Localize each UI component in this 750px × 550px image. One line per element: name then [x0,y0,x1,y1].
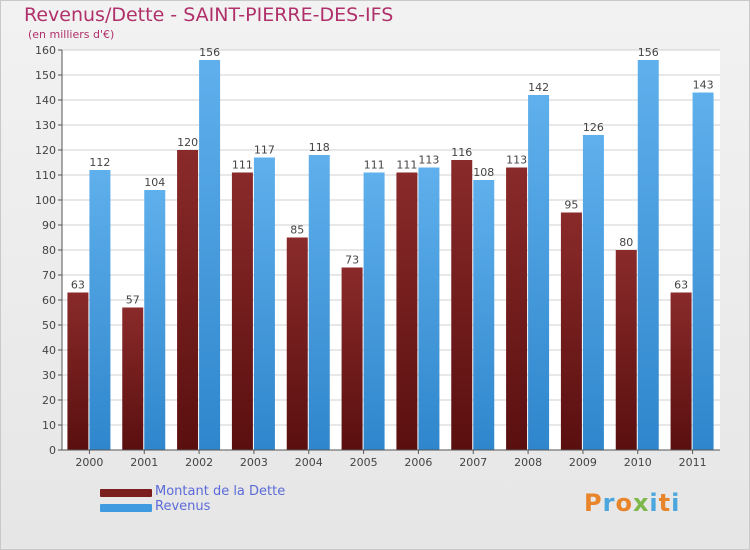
x-tick-label: 2000 [75,456,103,469]
bar-revenue [253,157,275,450]
y-tick-label: 40 [42,344,56,357]
data-label-revenue: 112 [89,156,110,169]
bar-debt [67,292,89,450]
logo-letter: x [632,489,650,517]
bar-debt [560,212,582,450]
logo-letter: i [671,489,681,517]
x-tick-label: 2006 [404,456,432,469]
bar-revenue [692,92,714,450]
data-label-revenue: 104 [144,176,165,189]
data-label-debt: 111 [232,159,253,172]
bar-debt [506,167,528,450]
y-tick-label: 110 [35,169,56,182]
x-tick-label: 2010 [624,456,652,469]
data-label-debt: 63 [71,279,85,292]
bar-revenue [637,60,659,450]
bar-revenue [89,170,111,450]
y-tick-label: 120 [35,144,56,157]
y-tick-label: 150 [35,69,56,82]
y-tick-label: 10 [42,419,56,432]
data-label-debt: 120 [177,136,198,149]
bar-debt [177,150,199,450]
y-tick-label: 0 [49,444,56,457]
proxiti-logo: Proxiti [584,489,680,517]
legend-label-revenue: Revenus [155,499,211,514]
y-tick-label: 50 [42,319,56,332]
y-tick-label: 140 [35,94,56,107]
data-label-revenue: 143 [693,79,714,92]
y-tick-label: 70 [42,269,56,282]
chart-title: Revenus/Dette - SAINT-PIERRE-DES-IFS [24,4,394,26]
x-tick-label: 2004 [295,456,323,469]
data-label-debt: 95 [564,199,578,212]
bar-debt [122,307,144,450]
data-label-debt: 57 [126,294,140,307]
bar-debt [670,292,692,450]
data-label-revenue: 156 [638,46,659,59]
data-label-debt: 80 [619,236,633,249]
data-label-debt: 63 [674,279,688,292]
data-label-debt: 111 [396,159,417,172]
legend-label-debt: Montant de la Dette [155,484,286,499]
y-tick-label: 160 [35,44,56,57]
data-label-revenue: 111 [364,159,385,172]
x-tick-label: 2002 [185,456,213,469]
bar-debt [231,172,253,450]
data-label-debt: 73 [345,254,359,267]
logo-letter: o [615,489,633,517]
bar-revenue [144,190,166,450]
chart-subtitle: (en milliers d'€) [28,28,115,41]
bar-debt [451,160,473,450]
data-label-revenue: 113 [418,154,439,167]
legend-swatch-debt [100,489,152,497]
x-tick-label: 2003 [240,456,268,469]
bar-debt [286,237,308,450]
x-tick-label: 2008 [514,456,542,469]
y-tick-label: 130 [35,119,56,132]
data-label-revenue: 118 [309,141,330,154]
y-tick-label: 20 [42,394,56,407]
logo-letter: P [584,489,603,517]
bar-revenue [582,135,604,450]
y-tick-label: 30 [42,369,56,382]
bar-revenue [308,155,330,450]
bar-debt [396,172,418,450]
logo-letter: i [649,489,659,517]
data-label-debt: 85 [290,224,304,237]
data-label-debt: 113 [506,154,527,167]
bar-revenue [473,180,495,450]
data-label-revenue: 142 [528,81,549,94]
x-tick-label: 2011 [679,456,707,469]
bar-revenue [363,172,385,450]
bar-revenue [418,167,440,450]
bar-debt [615,250,637,450]
data-label-revenue: 156 [199,46,220,59]
y-tick-label: 60 [42,294,56,307]
legend-swatch-revenue [100,504,152,512]
bar-revenue [199,60,221,450]
y-tick-label: 90 [42,219,56,232]
x-tick-label: 2009 [569,456,597,469]
x-tick-label: 2007 [459,456,487,469]
logo-letter: r [602,489,616,517]
data-label-revenue: 126 [583,121,604,134]
bar-revenue [528,95,550,450]
y-tick-label: 100 [35,194,56,207]
x-tick-label: 2001 [130,456,158,469]
data-label-revenue: 117 [254,144,275,157]
y-tick-label: 80 [42,244,56,257]
logo-letter: t [658,489,672,517]
x-tick-label: 2005 [350,456,378,469]
data-label-debt: 116 [451,146,472,159]
bar-debt [341,267,363,450]
data-label-revenue: 108 [473,166,494,179]
